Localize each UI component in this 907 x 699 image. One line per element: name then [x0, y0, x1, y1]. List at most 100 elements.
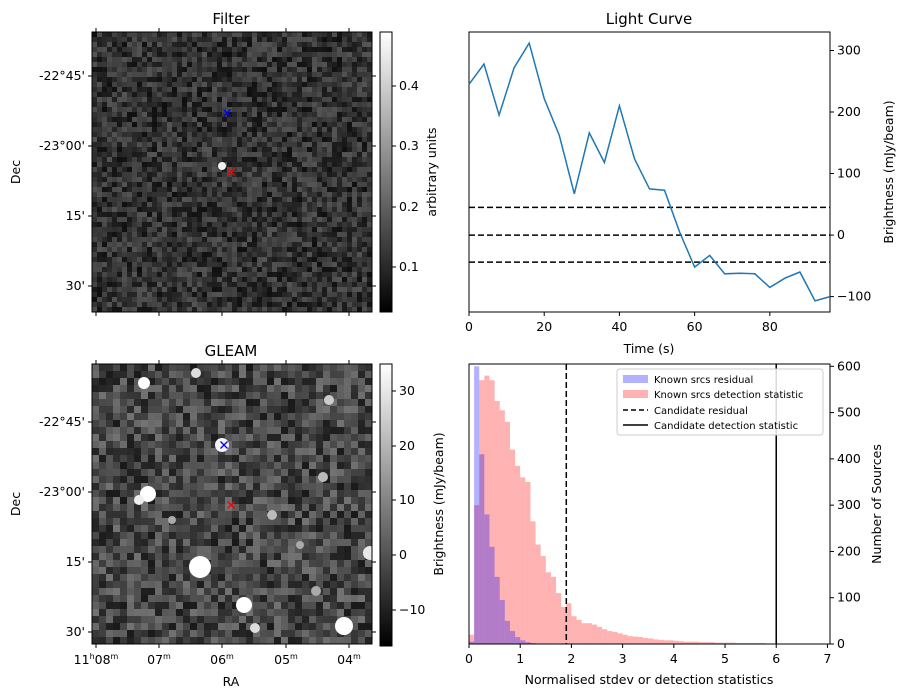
colorbar-tick-label: 30	[399, 383, 415, 398]
residual-histogram-bar	[515, 637, 521, 644]
detection-histogram-bar	[714, 642, 720, 644]
gleam-panel: GLEAM -22°45' -23°00' 15' 30' 11h08m 07m 06m 0…	[8, 342, 425, 689]
detection-histogram-bar	[648, 638, 654, 644]
histogram-xlabel: Normalised stdev or detection statistics	[525, 672, 774, 687]
y-tick-label: 15'	[66, 554, 85, 569]
detection-histogram-bar	[617, 633, 623, 644]
y-tick-label: 400	[837, 451, 861, 466]
residual-histogram-bar	[525, 642, 531, 644]
detection-histogram-bar	[663, 640, 669, 644]
detection-histogram-bar	[489, 380, 495, 644]
ra-tick-label: 06m	[210, 652, 234, 667]
light-curve-line	[468, 41, 831, 302]
detection-histogram-bar	[525, 482, 531, 644]
lightcurve-ylabel: Brightness (mJy/beam)	[881, 100, 896, 243]
y-tick-label: 200	[837, 543, 861, 558]
y-tick-label: -23°00'	[39, 138, 85, 153]
x-tick-label: 5	[721, 651, 729, 666]
legend-label-candidate-detection: Candidate detection statistic	[654, 421, 798, 432]
y-tick-label: −100	[837, 289, 871, 304]
detection-histogram-bar	[597, 626, 603, 644]
blue-cross-marker	[223, 109, 231, 117]
colorbar-tick-label: 10	[399, 492, 415, 507]
y-tick-label: 100	[837, 590, 861, 605]
filter-colorbar	[379, 31, 393, 313]
residual-histogram-bar	[504, 620, 510, 644]
detection-histogram-bar	[520, 477, 526, 644]
residual-histogram-bar	[469, 641, 475, 644]
colorbar-tick-label: 20	[399, 438, 415, 453]
histogram-ylabel-right: Number of Sources	[869, 444, 884, 564]
detection-histogram-bar	[678, 641, 685, 644]
residual-histogram-bar	[499, 600, 505, 644]
y-tick-label: 300	[837, 497, 861, 512]
detection-histogram-bar	[494, 401, 500, 644]
x-tick-label: 1	[516, 651, 524, 666]
blue-cross-marker	[220, 441, 228, 449]
detection-histogram-bar	[474, 505, 480, 644]
detection-histogram-bar	[586, 623, 592, 644]
gleam-xlabel: RA	[223, 674, 240, 689]
filter-colorbar-label: arbitrary units	[424, 127, 439, 216]
detection-histogram-bar	[576, 619, 582, 644]
filter-axes-frame	[91, 31, 373, 313]
detection-histogram-bar	[704, 642, 710, 644]
x-tick-label: 40	[611, 319, 627, 334]
gleam-title: GLEAM	[205, 342, 258, 360]
x-tick-label: 7	[823, 651, 831, 666]
filter-title: Filter	[212, 10, 250, 28]
ra-tick-label: 04m	[337, 652, 361, 667]
x-tick-label: 20	[536, 319, 552, 334]
residual-histogram-bar	[509, 631, 516, 644]
detection-histogram-bar	[484, 375, 490, 644]
detection-histogram-bar	[504, 421, 510, 644]
residual-histogram-bar	[484, 514, 490, 644]
colorbar-tick-label: −10	[399, 602, 425, 617]
lightcurve-title: Light Curve	[606, 10, 692, 28]
detection-histogram-bar	[709, 642, 715, 644]
residual-histogram-bar	[479, 454, 485, 644]
detection-histogram-bar	[571, 616, 577, 644]
detection-histogram-bar	[530, 521, 536, 644]
y-tick-label: -22°45'	[39, 68, 85, 83]
colorbar-tick-label: 0.3	[399, 138, 419, 153]
histogram-legend: Known srcs residual Known srcs detection…	[616, 368, 824, 436]
filter-ylabel: Dec	[8, 160, 23, 184]
detection-histogram-bar	[719, 642, 726, 644]
x-tick-label: 0	[465, 319, 473, 334]
y-tick-label: 15'	[66, 208, 85, 223]
y-tick-label: 0	[837, 227, 845, 242]
filter-panel: Filter -22°45' -23°00' 15' 30' Dec 0.1 0.2 0.…	[8, 10, 439, 316]
detection-histogram-bar	[591, 624, 598, 644]
detection-histogram-bar	[694, 641, 700, 644]
legend-label-residual: Known srcs residual	[654, 375, 753, 386]
y-tick-label: 30'	[66, 624, 85, 639]
y-tick-label: 30'	[66, 278, 85, 293]
residual-histogram-bar	[520, 640, 526, 644]
detection-histogram-bar	[499, 410, 505, 644]
detection-histogram-bar	[725, 642, 731, 644]
colorbar-tick-label: 0.2	[399, 199, 419, 214]
colorbar-tick-label: 0	[399, 547, 407, 562]
lightcurve-axes-frame	[468, 31, 831, 313]
detection-histogram-bar	[622, 634, 628, 644]
light-curve-panel: Light Curve 0 20 40 60 80 −100 0 100 200 300 Time…	[465, 10, 896, 356]
y-tick-label: -23°00'	[39, 484, 85, 499]
detection-histogram-bar	[602, 629, 608, 644]
residual-histogram-bar	[489, 546, 495, 644]
detection-histogram-bar	[612, 631, 618, 644]
detection-histogram-bar	[556, 593, 562, 644]
gleam-axes-frame	[91, 363, 373, 645]
x-tick-label: 2	[567, 651, 575, 666]
detection-histogram-bar	[509, 449, 516, 644]
histogram-ylabel-left: Brightness (mJy/beam)	[431, 432, 446, 575]
legend-swatch-residual	[623, 375, 648, 383]
detection-histogram-bar	[479, 380, 485, 644]
gleam-ylabel: Dec	[8, 492, 23, 516]
histogram-axes-frame	[468, 363, 831, 645]
lightcurve-xlabel: Time (s)	[623, 341, 675, 356]
ra-tick-label: 07m	[147, 652, 171, 667]
residual-histogram-bar	[474, 366, 480, 644]
